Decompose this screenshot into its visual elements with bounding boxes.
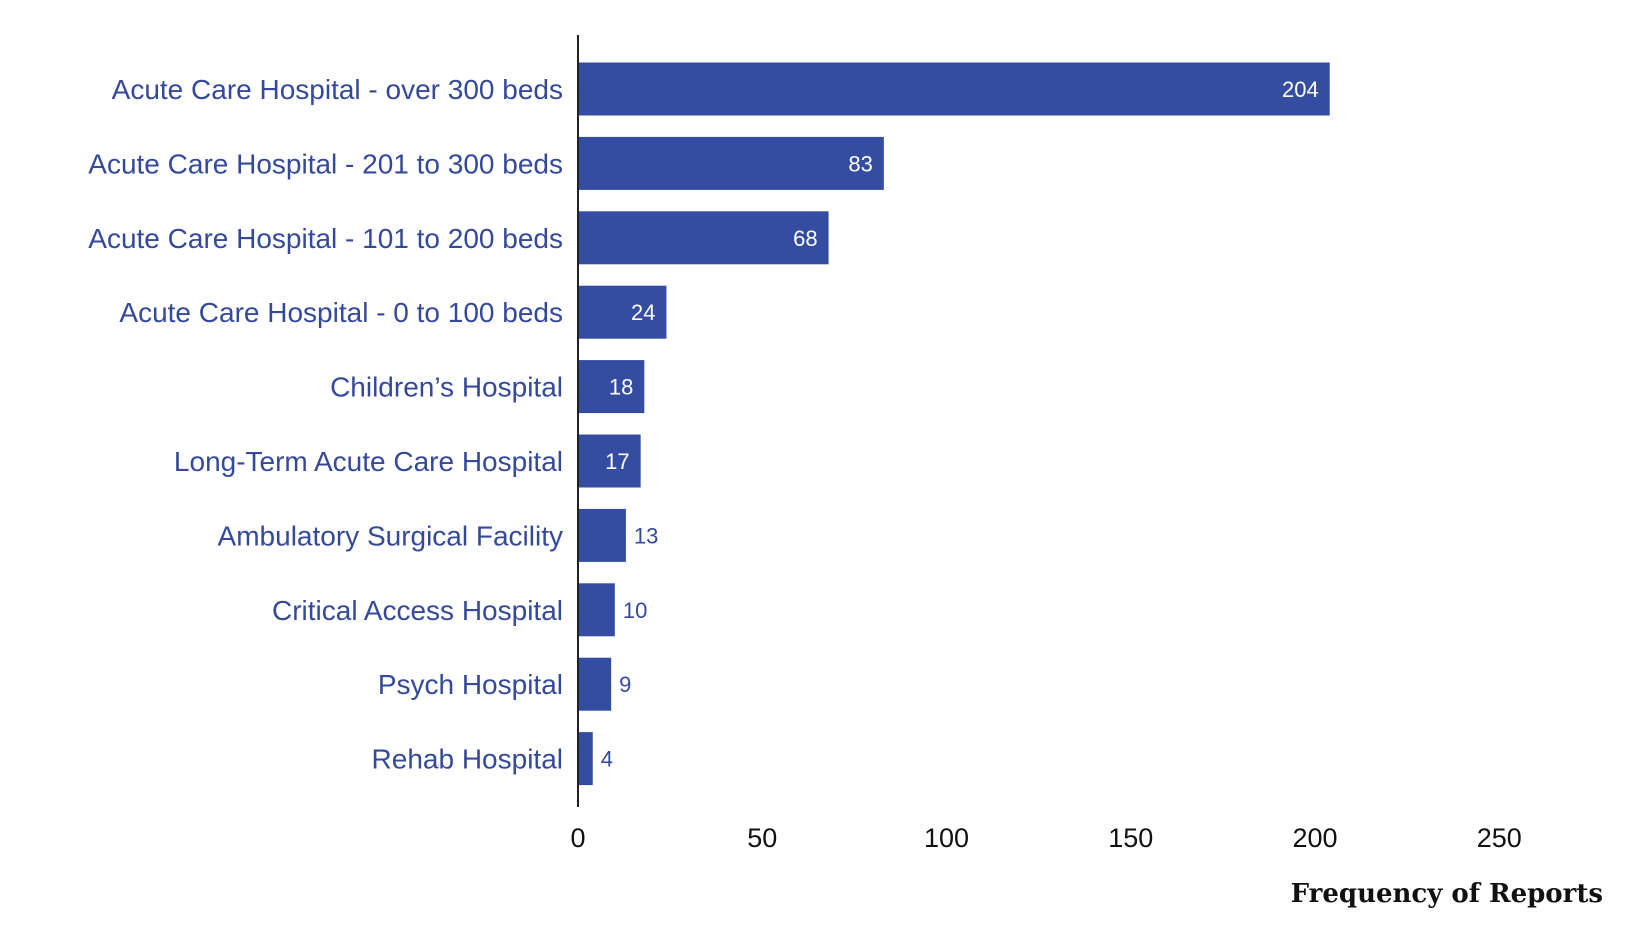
category-label: Long-Term Acute Care Hospital (174, 446, 563, 477)
value-label: 83 (848, 151, 872, 176)
value-label: 24 (631, 300, 655, 325)
category-label: Ambulatory Surgical Facility (218, 520, 563, 551)
x-tick-label: 150 (1108, 823, 1153, 853)
bar-6 (578, 434, 641, 488)
bar-7 (578, 508, 626, 562)
x-tick-label: 200 (1292, 823, 1337, 853)
value-label: 4 (601, 747, 613, 772)
value-labels-group: 204 83 68 24 18 17 13 10 9 4 (601, 77, 1319, 772)
value-label: 10 (623, 598, 647, 623)
bar-4 (578, 285, 667, 339)
category-label: Children’s Hospital (330, 372, 563, 403)
category-label: Critical Access Hospital (272, 595, 563, 626)
category-label: Acute Care Hospital - over 300 beds (112, 74, 563, 105)
value-label: 18 (609, 375, 633, 400)
bar-10 (578, 732, 593, 786)
value-label: 68 (793, 226, 817, 251)
value-label: 13 (634, 523, 658, 548)
x-tick-label: 50 (747, 823, 777, 853)
bar-1 (578, 62, 1330, 116)
category-label: Psych Hospital (378, 669, 563, 700)
category-label: Acute Care Hospital - 101 to 200 beds (88, 223, 563, 254)
x-tick-label: 100 (924, 823, 969, 853)
x-tick-labels-group: 0 50 100 150 200 250 (570, 823, 1521, 853)
x-tick-label: 0 (570, 823, 585, 853)
bar-2 (578, 136, 884, 190)
value-label: 9 (619, 672, 631, 697)
category-labels-group: Acute Care Hospital - over 300 beds Acute… (88, 74, 563, 775)
bar-8 (578, 583, 615, 637)
x-axis-title: Frequency of Reports (1291, 879, 1603, 909)
category-label: Acute Care Hospital - 201 to 300 beds (88, 148, 563, 179)
bar-9 (578, 657, 612, 711)
category-label: Rehab Hospital (372, 744, 563, 775)
x-tick-label: 250 (1477, 823, 1522, 853)
value-label: 17 (605, 449, 629, 474)
value-label: 204 (1282, 77, 1319, 102)
bars-group (578, 62, 1330, 786)
bar-3 (578, 211, 829, 265)
category-label: Acute Care Hospital - 0 to 100 beds (119, 297, 563, 328)
bar-5 (578, 360, 645, 414)
